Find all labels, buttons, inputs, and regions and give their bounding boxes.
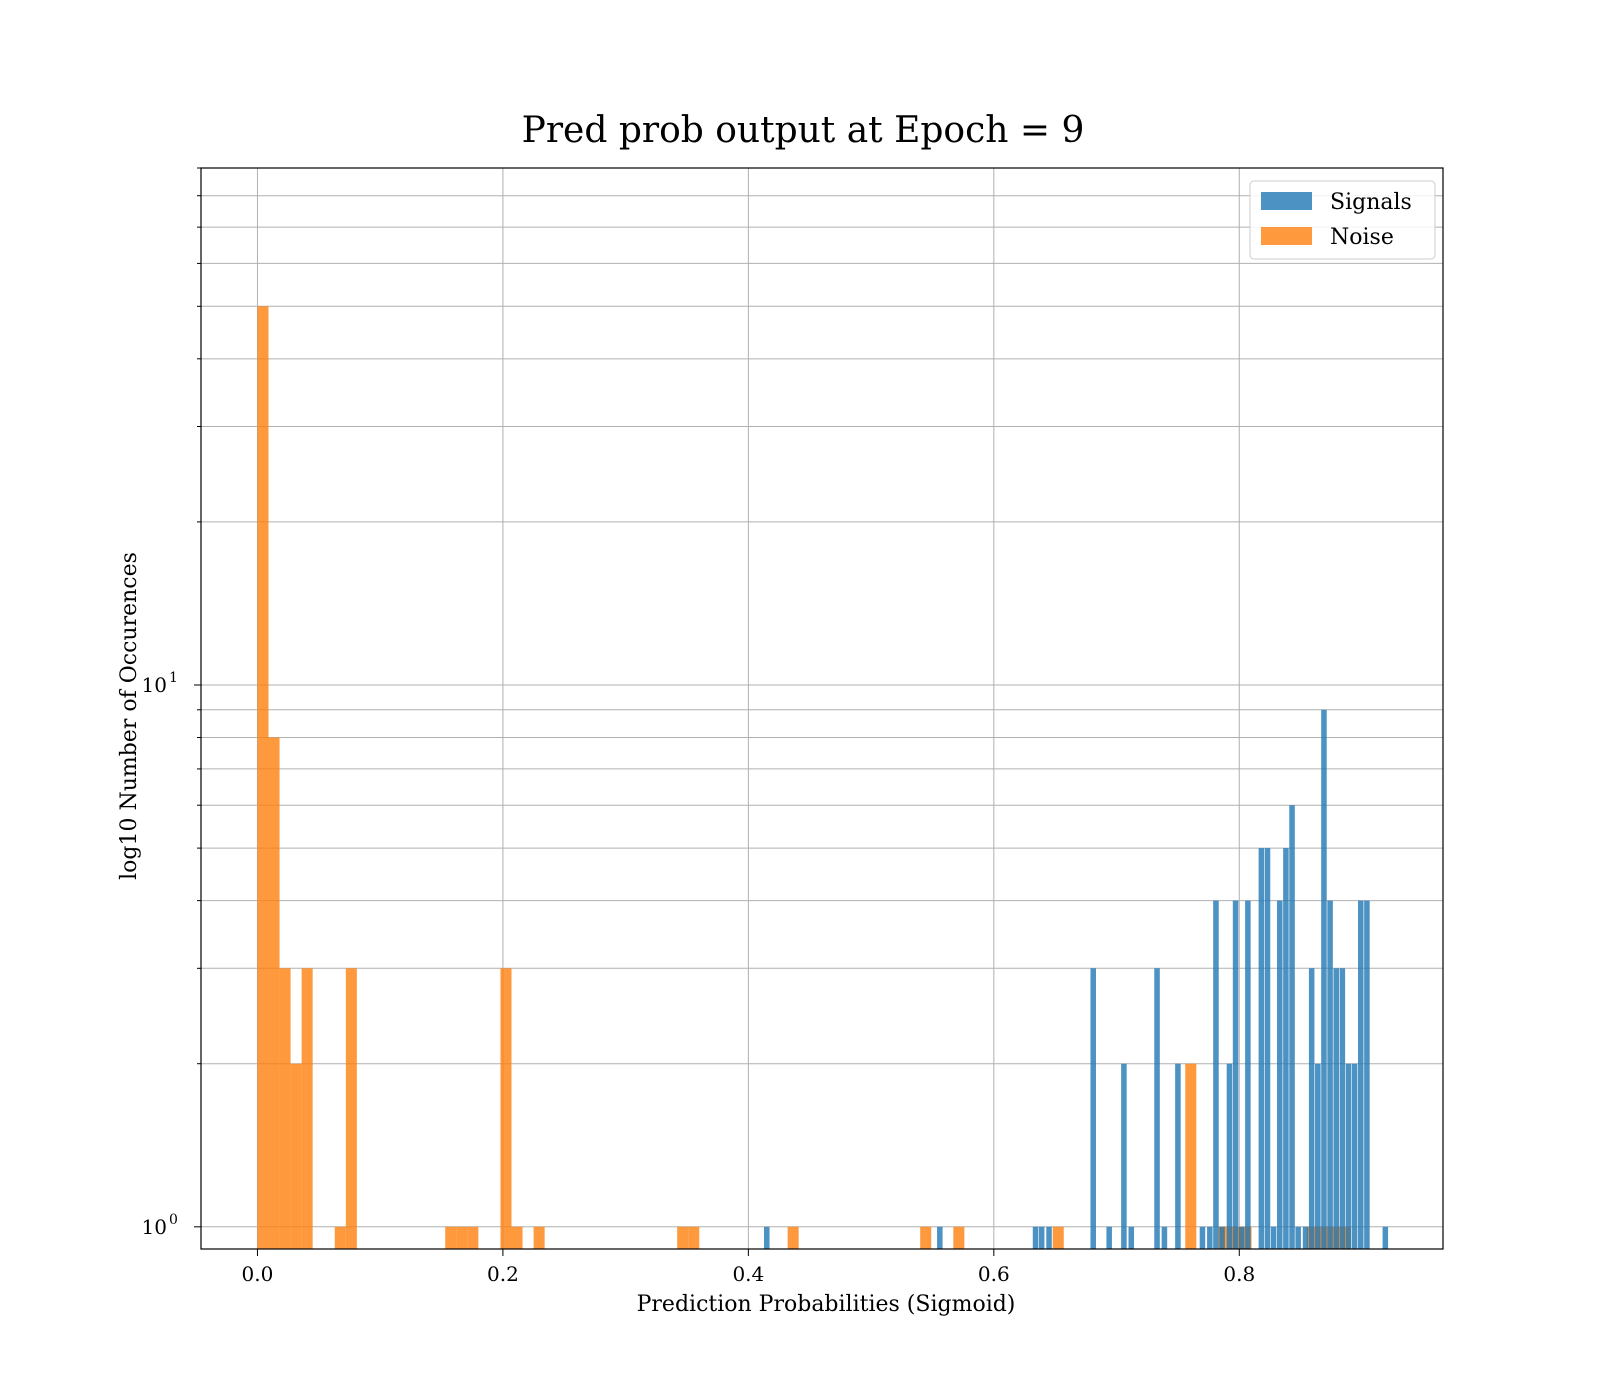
signals-bar [1106, 1226, 1112, 1249]
signals-bar [1270, 1226, 1277, 1249]
y-tick-label: 10 [142, 673, 167, 697]
noise-bar [677, 1226, 689, 1249]
signals-bar [1038, 1226, 1045, 1249]
noise-bar [1052, 1226, 1064, 1249]
signals-bar [1289, 805, 1295, 1249]
legend: Signals Noise [1249, 180, 1436, 260]
signals-bar [1358, 900, 1364, 1249]
signals-bar [1302, 1226, 1309, 1249]
noise-bar [268, 737, 280, 1249]
signals-bar [937, 1226, 943, 1249]
signals-bar [1226, 1063, 1233, 1249]
signals-bar [1161, 1226, 1168, 1249]
noise-bar [787, 1226, 799, 1249]
noise-bars [257, 306, 1351, 1249]
grid-lines [201, 167, 1443, 1249]
signals-bar [1046, 1226, 1052, 1249]
x-tick-label: 0.0 [242, 1262, 274, 1286]
x-axis-ticks: 0.0 0.2 0.4 0.6 0.8 [242, 1249, 1255, 1286]
signals-bar [1128, 1226, 1135, 1249]
chart-title: Pred prob output at Epoch = 9 [522, 110, 1085, 151]
signals-bar [1382, 1226, 1389, 1249]
signals-bar [1295, 1226, 1301, 1249]
signals-bar [1121, 1063, 1127, 1249]
y-axis-label: log10 Number of Occurences [117, 552, 142, 880]
noise-bar [279, 968, 291, 1249]
noise-bar [257, 306, 269, 1249]
signals-bar [1207, 1226, 1213, 1249]
signals-bar [1321, 709, 1327, 1249]
noise-bar [456, 1226, 468, 1249]
signals-bar [1213, 900, 1219, 1249]
noise-bar [920, 1226, 932, 1249]
signals-bar [1238, 1226, 1245, 1249]
signals-bar [1154, 968, 1160, 1249]
noise-bar [1339, 1226, 1351, 1249]
signals-bar [1090, 968, 1096, 1249]
signals-bars [764, 709, 1389, 1249]
signals-bar [1327, 900, 1333, 1249]
noise-bar [345, 968, 357, 1249]
x-tick-label: 0.8 [1223, 1262, 1255, 1286]
signals-bar [1283, 848, 1289, 1249]
x-axis-label: Prediction Probabilities (Sigmoid) [637, 1292, 1016, 1317]
signals-bar [1315, 1063, 1321, 1249]
signals-bar [1277, 900, 1283, 1249]
noise-bar [533, 1226, 545, 1249]
signals-bar [1258, 848, 1265, 1249]
signals-bar [1219, 1226, 1225, 1249]
signals-bar [1351, 1063, 1358, 1249]
noise-bar [511, 1226, 523, 1249]
x-tick-label: 0.4 [732, 1262, 764, 1286]
signals-bar [1245, 900, 1251, 1249]
signals-bar [1364, 900, 1370, 1249]
noise-bar [467, 1226, 479, 1249]
signals-bar [1339, 968, 1346, 1249]
signals-bar [1333, 968, 1339, 1249]
legend-label-noise: Noise [1330, 225, 1394, 250]
plot-frame [200, 167, 1444, 1250]
noise-bar [334, 1226, 346, 1249]
legend-label-signals: Signals [1330, 190, 1412, 215]
signals-bar [1232, 900, 1239, 1249]
signals-bar [1264, 848, 1271, 1249]
noise-bar [290, 1063, 302, 1249]
noise-bar [445, 1226, 457, 1249]
signals-bar [1345, 1063, 1352, 1249]
noise-bar [500, 968, 512, 1249]
noise-bar [953, 1226, 965, 1249]
signals-bar [1032, 1226, 1039, 1249]
noise-bar [1185, 1063, 1197, 1249]
y-tick-exponent: 1 [169, 670, 178, 686]
legend-swatch-noise [1261, 227, 1312, 245]
signals-bar [1199, 1226, 1206, 1249]
signals-bar [764, 1226, 770, 1249]
noise-bar [688, 1226, 700, 1249]
signals-bar [1308, 968, 1315, 1249]
signals-bar [1175, 1063, 1181, 1249]
legend-swatch-signals [1261, 192, 1312, 210]
y-tick-exponent: 0 [169, 1212, 178, 1228]
y-tick-label: 10 [142, 1215, 167, 1239]
x-tick-label: 0.2 [487, 1262, 519, 1286]
x-tick-label: 0.6 [978, 1262, 1010, 1286]
noise-bar [301, 968, 313, 1249]
